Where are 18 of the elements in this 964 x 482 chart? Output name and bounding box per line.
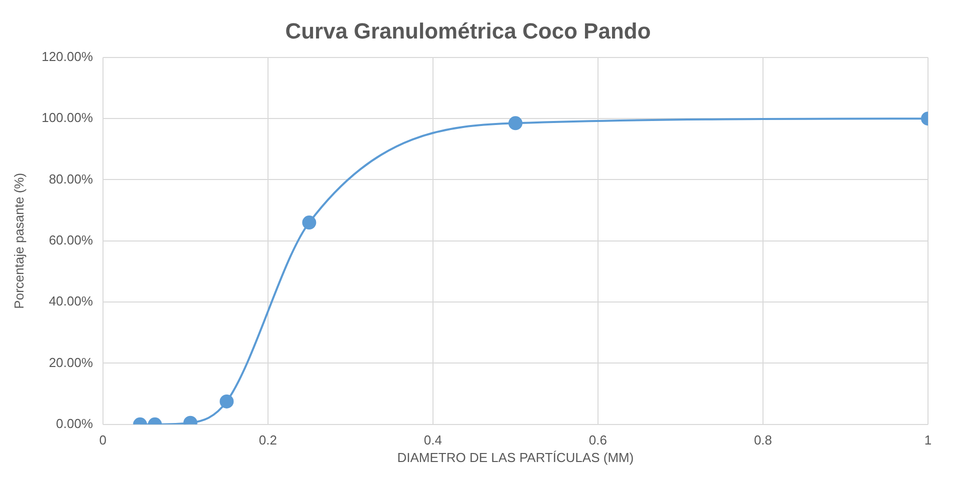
point xyxy=(508,116,522,130)
x-tick-label: 0.8 xyxy=(754,432,772,448)
point xyxy=(302,216,316,230)
x-tick-label: 0.2 xyxy=(258,432,277,448)
y-tick-label: 80.00% xyxy=(48,171,94,186)
x-tick-label: 0.4 xyxy=(424,432,442,448)
y-tick-label: 40.00% xyxy=(48,294,94,309)
y-tick-label: 0.00% xyxy=(56,416,94,431)
y-tick-label: 100.00% xyxy=(42,110,94,126)
chart-title: Curva Granulométrica Coco Pando xyxy=(285,18,651,44)
y-tick-label: 120.00% xyxy=(42,48,94,64)
y-tick-label: 20.00% xyxy=(48,354,94,370)
y-axis-title: Porcentaje pasante (%) xyxy=(11,172,26,309)
x-tick-label: 1 xyxy=(924,432,932,448)
x-axis-title: DIAMETRO DE LAS PARTÍCULAS (MM) xyxy=(397,450,634,465)
x-tick-label: 0.6 xyxy=(588,432,608,448)
x-tick-label: 0 xyxy=(99,432,107,448)
y-tick-label: 60.00% xyxy=(48,232,94,248)
